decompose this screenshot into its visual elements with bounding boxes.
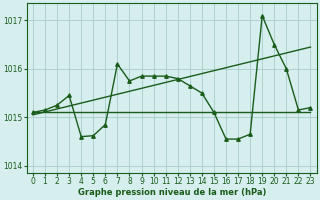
X-axis label: Graphe pression niveau de la mer (hPa): Graphe pression niveau de la mer (hPa) bbox=[77, 188, 266, 197]
